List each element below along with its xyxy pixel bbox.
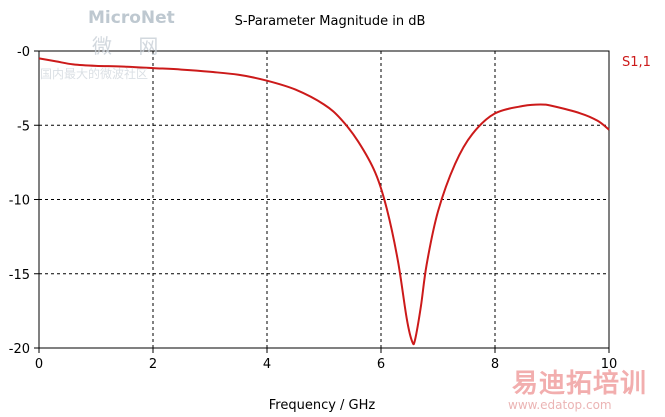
y-tick-label: -20	[9, 342, 30, 357]
x-axis-label: Frequency / GHz	[269, 398, 376, 413]
x-tick-label: 8	[491, 357, 499, 372]
legend-label-s11: S1,1	[622, 55, 651, 70]
x-tick-label: 6	[377, 357, 385, 372]
y-tick-label: -0	[17, 45, 30, 60]
chart-title: S-Parameter Magnitude in dB	[235, 14, 426, 29]
x-tick-label: 4	[263, 357, 271, 372]
x-tick-label: 10	[601, 357, 618, 372]
y-tick-label: -15	[9, 268, 30, 283]
series-line-s11	[38, 57, 610, 346]
y-tick-label: -10	[9, 194, 30, 209]
x-tick-label: 2	[149, 357, 157, 372]
y-tick-label: -5	[17, 119, 30, 134]
x-tick-label: 0	[35, 357, 43, 372]
